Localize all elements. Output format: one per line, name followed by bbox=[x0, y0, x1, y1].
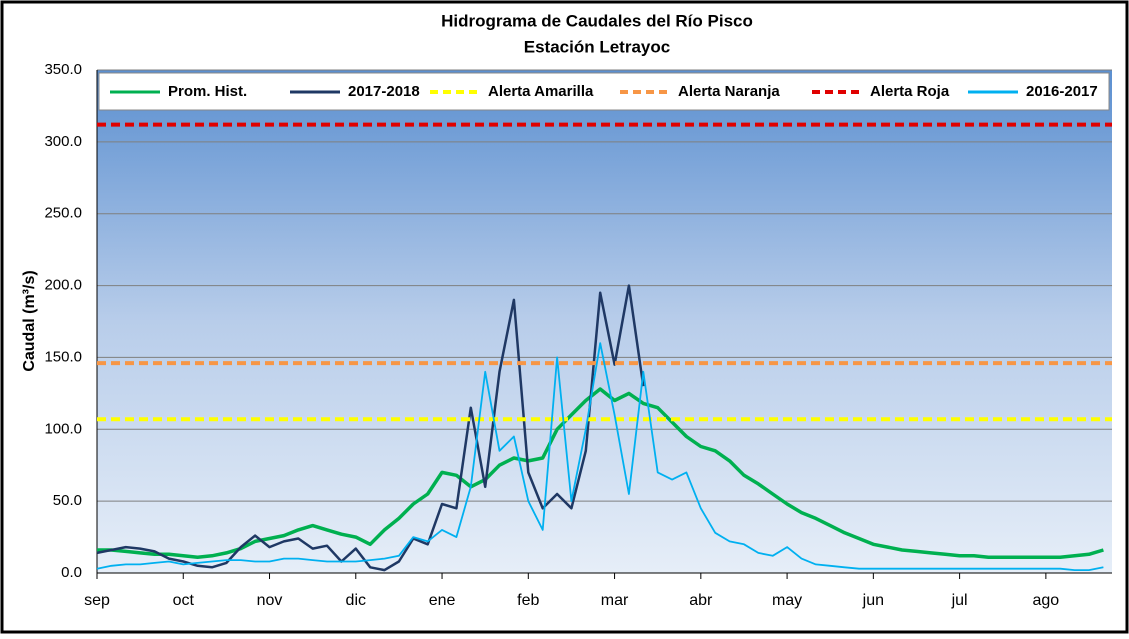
legend bbox=[98, 72, 1110, 111]
legend-label: Prom. Hist. bbox=[168, 83, 247, 100]
series-line bbox=[96, 342, 1104, 571]
x-tick-label: ago bbox=[1033, 592, 1060, 609]
y-tick-label: 350.0 bbox=[44, 61, 82, 78]
chart-subtitle: Estación Letrayoc bbox=[524, 37, 670, 56]
x-tick-label: sep bbox=[84, 592, 110, 609]
y-tick-label: 300.0 bbox=[44, 133, 82, 150]
y-tick-label: 200.0 bbox=[44, 277, 82, 294]
y-tick-label: 100.0 bbox=[44, 420, 82, 437]
y-tick-label: 0.0 bbox=[61, 564, 82, 581]
x-tick-label: ene bbox=[429, 592, 456, 609]
legend-label: 2016-2017 bbox=[1026, 83, 1098, 100]
y-axis-label: Caudal (m³/s) bbox=[21, 270, 38, 371]
legend-label: Alerta Roja bbox=[870, 83, 950, 100]
x-tick-label: may bbox=[772, 592, 802, 609]
x-tick-label: jul bbox=[951, 592, 968, 609]
x-tick-label: mar bbox=[601, 592, 629, 609]
legend-label: 2017-2018 bbox=[348, 83, 420, 100]
series-line bbox=[97, 387, 1104, 559]
x-tick-label: feb bbox=[517, 592, 539, 609]
x-tick-label: abr bbox=[689, 592, 713, 609]
x-tick-label: dic bbox=[346, 592, 366, 609]
y-tick-label: 150.0 bbox=[44, 348, 82, 365]
legend-label: Alerta Naranja bbox=[678, 83, 780, 100]
y-tick-label: 50.0 bbox=[53, 492, 82, 509]
y-tick-label: 250.0 bbox=[44, 205, 82, 222]
chart-title: Hidrograma de Caudales del Río Pisco bbox=[441, 11, 753, 30]
series-line bbox=[96, 284, 645, 572]
x-tick-label: oct bbox=[173, 592, 195, 609]
x-tick-label: jun bbox=[862, 592, 884, 609]
x-tick-label: nov bbox=[257, 592, 283, 609]
legend-label: Alerta Amarilla bbox=[488, 83, 594, 100]
plot-area bbox=[97, 70, 1112, 573]
